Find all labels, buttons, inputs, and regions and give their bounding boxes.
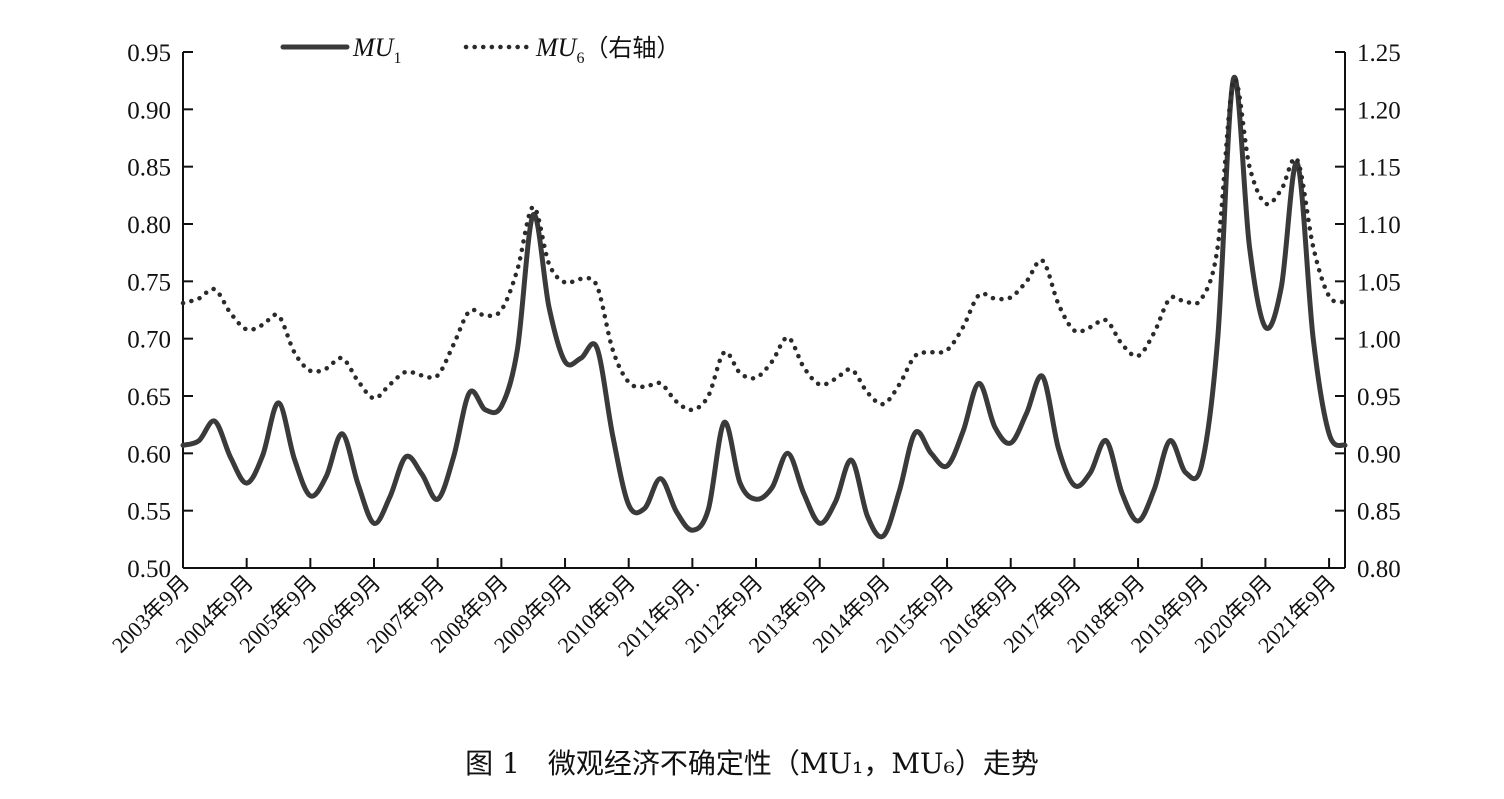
right-tick-label: 0.95 bbox=[1357, 384, 1401, 411]
right-y-axis: 0.80 0.85 0.90 0.95 1.00 1.05 1.10 1.15 1.20 1.25 bbox=[1335, 40, 1401, 583]
line-chart: 0.50 0.55 0.60 0.65 0.70 0.75 0.80 0.85 0.90 0.95… bbox=[107, 33, 1401, 661]
left-tick-label: 0.65 bbox=[127, 384, 171, 411]
left-tick-label: 0.85 bbox=[127, 155, 171, 182]
series-line-mu6 bbox=[180, 76, 1348, 413]
right-tick-label: 1.25 bbox=[1357, 40, 1401, 67]
series-line-mu1 bbox=[180, 74, 1348, 540]
figure-caption: 图 1 微观经济不确定性（MU₁，MU₆）走势 bbox=[465, 747, 1039, 780]
left-y-axis: 0.50 0.55 0.60 0.65 0.70 0.75 0.80 0.85 0.90 0.95 bbox=[127, 40, 193, 583]
plot-frame bbox=[182, 52, 1346, 569]
left-tick-label: 0.55 bbox=[127, 499, 171, 526]
right-tick-label: 1.00 bbox=[1357, 327, 1401, 354]
right-tick-label: 0.85 bbox=[1357, 499, 1401, 526]
left-tick-label: 0.50 bbox=[127, 556, 171, 583]
right-tick-label: 1.05 bbox=[1357, 269, 1401, 296]
legend-label-mu1: MU1 bbox=[352, 33, 401, 67]
left-tick-label: 0.90 bbox=[127, 97, 171, 124]
left-tick-label: 0.75 bbox=[127, 269, 171, 296]
left-tick-label: 0.80 bbox=[127, 212, 171, 239]
right-tick-label: 0.80 bbox=[1357, 556, 1401, 583]
right-tick-label: 1.10 bbox=[1357, 212, 1401, 239]
series-layer bbox=[180, 74, 1348, 540]
right-tick-label: 0.90 bbox=[1357, 441, 1401, 468]
left-tick-label: 0.60 bbox=[127, 441, 171, 468]
x-axis: 2003年9月2004年9月2005年9月2006年9月2007年9月2008年… bbox=[107, 558, 1341, 661]
legend-label-mu6: MU6（右轴） bbox=[535, 33, 680, 67]
right-tick-label: 1.20 bbox=[1357, 97, 1401, 124]
left-tick-label: 0.70 bbox=[127, 327, 171, 354]
left-tick-label: 0.95 bbox=[127, 40, 171, 67]
legend: MU1 MU6（右轴） bbox=[280, 33, 680, 67]
right-tick-label: 1.15 bbox=[1357, 155, 1401, 182]
